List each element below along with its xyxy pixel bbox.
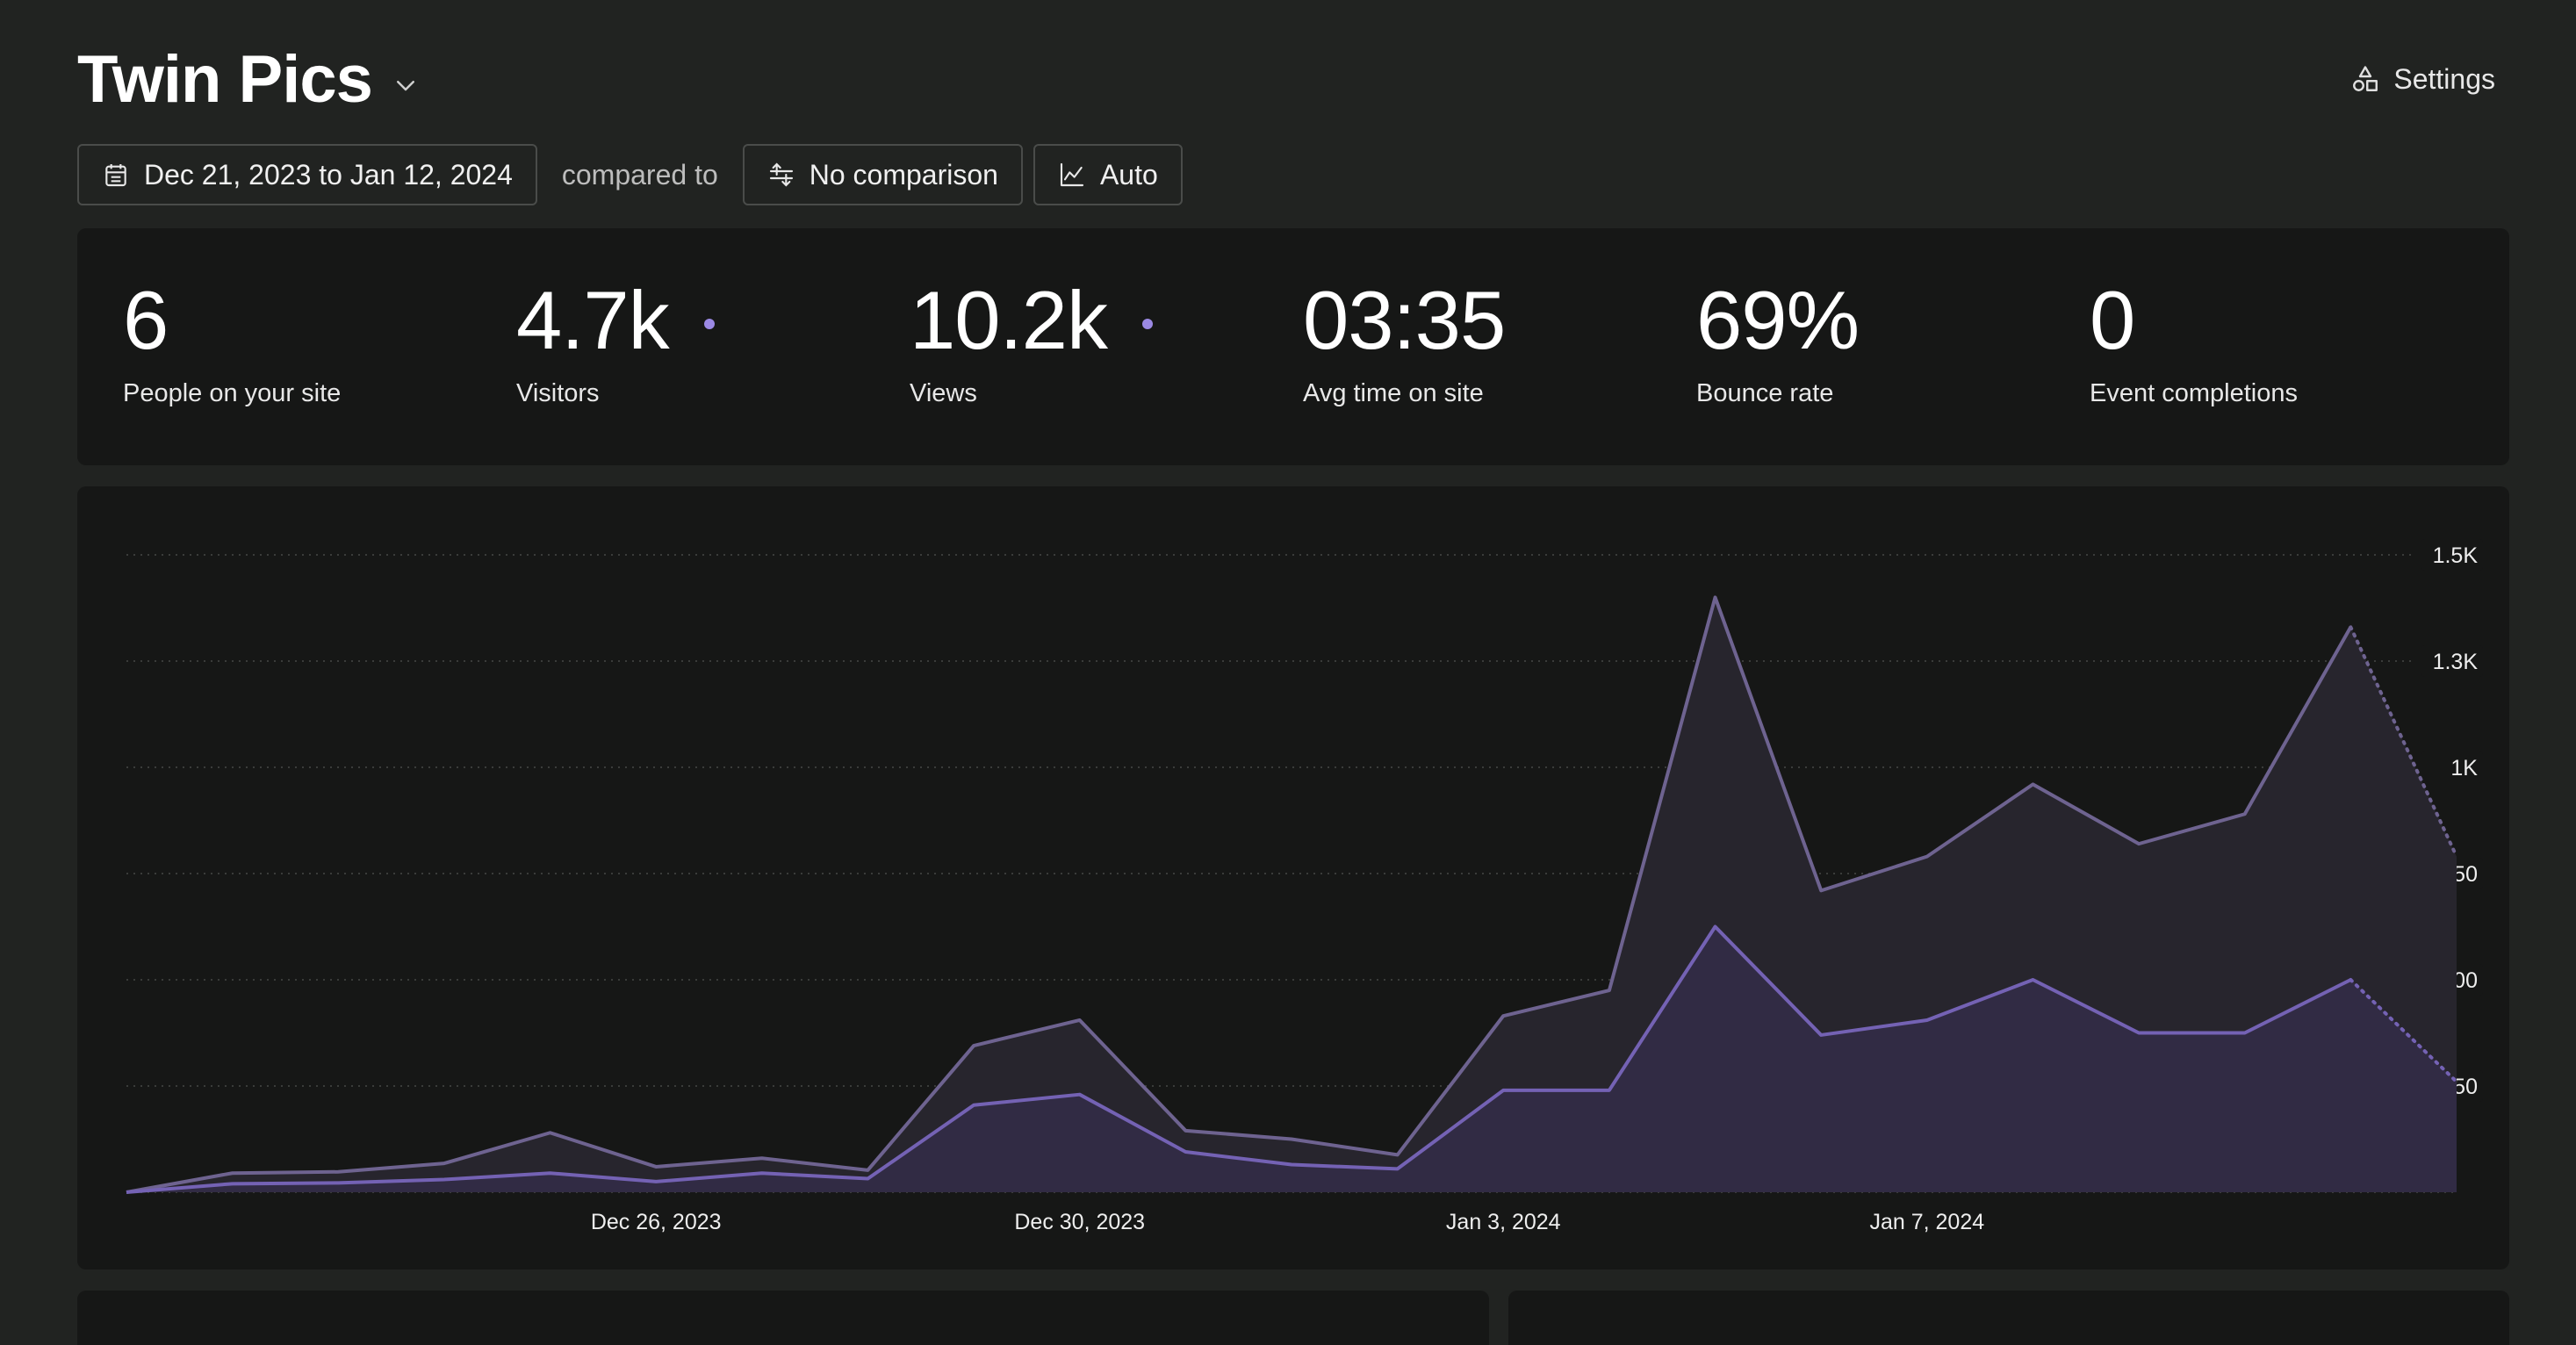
stat-value: 03:35 <box>1303 274 1506 366</box>
interval-button[interactable]: Auto <box>1033 144 1183 205</box>
stat-label: People on your site <box>123 379 342 407</box>
y-tick-bg <box>2421 645 2483 677</box>
y-tick-bg <box>2421 539 2483 571</box>
y-tick-bg <box>2421 752 2483 783</box>
stat-value: 10.2k <box>910 274 1108 366</box>
stat-label: Event completions <box>2090 379 2298 407</box>
settings-label: Settings <box>2393 62 2495 95</box>
shapes-icon <box>2349 63 2381 95</box>
y-tick-label: 1.3K <box>2433 650 2479 674</box>
toolbar: Dec 21, 2023 to Jan 12, 2024 compared to… <box>77 144 1183 205</box>
y-tick-label: 1.5K <box>2433 543 2479 568</box>
x-tick-label: Jan 3, 2024 <box>1446 1210 1561 1234</box>
stat-label: Views <box>910 379 977 407</box>
stat-value: 69% <box>1696 274 1860 366</box>
calendar-icon <box>102 161 130 189</box>
stat-value: 4.7k <box>516 274 670 366</box>
stat-label: Bounce rate <box>1696 379 1834 407</box>
chart-card[interactable]: 250 500 750 1K 1.3K 1.5K Dec 26, 2023 Dec 30, 2… <box>77 486 2509 1269</box>
series-dot-icon <box>1141 319 1153 329</box>
date-range-button[interactable]: Dec 21, 2023 to Jan 12, 2024 <box>77 144 537 205</box>
stat-live-people[interactable]: 6 People on your site <box>123 279 509 408</box>
site-title[interactable]: Twin Pics <box>77 41 373 117</box>
date-range-label: Dec 21, 2023 to Jan 12, 2024 <box>144 158 513 191</box>
compare-arrows-icon <box>767 161 795 189</box>
interval-label: Auto <box>1099 158 1158 191</box>
x-tick-label: Dec 26, 2023 <box>591 1210 722 1234</box>
site-selector[interactable]: Twin Pics <box>77 41 421 118</box>
stat-visitors[interactable]: 4.7k Visitors <box>516 279 903 408</box>
stat-event-completions[interactable]: 0 Event completions <box>2090 279 2476 408</box>
stat-views[interactable]: 10.2k Views <box>910 279 1296 408</box>
stat-bounce-rate[interactable]: 69% Bounce rate <box>1696 279 2083 408</box>
chevron-down-icon[interactable] <box>390 69 421 101</box>
settings-button[interactable]: Settings <box>2335 56 2509 103</box>
bottom-panel-right <box>1508 1291 2509 1345</box>
stat-label: Visitors <box>516 379 600 407</box>
y-tick-label: 1K <box>2450 756 2478 780</box>
stat-value: 0 <box>2090 274 2135 366</box>
comparison-button[interactable]: No comparison <box>742 144 1023 205</box>
visitors-projection-line <box>2349 978 2458 1084</box>
visitors-area <box>126 926 2457 1192</box>
page-header: Twin Pics Settings <box>77 35 2509 123</box>
comparison-label: No comparison <box>809 158 998 191</box>
stat-avg-time[interactable]: 03:35 Avg time on site <box>1303 279 1689 408</box>
x-tick-label: Dec 30, 2023 <box>1014 1210 1145 1234</box>
stat-value: 6 <box>123 274 169 366</box>
bottom-panel-left <box>77 1291 1489 1345</box>
stats-card: 6 People on your site 4.7k Visitors 10.2… <box>77 228 2509 465</box>
x-tick-label: Jan 7, 2024 <box>1869 1210 1984 1234</box>
views-line <box>126 595 2353 1194</box>
visitors-line <box>126 924 2352 1194</box>
stat-label: Avg time on site <box>1303 379 1484 407</box>
series-dot-icon <box>703 319 715 329</box>
line-chart-icon <box>1058 161 1086 189</box>
views-projection-line <box>2349 625 2458 859</box>
compared-to-label: compared to <box>561 158 718 191</box>
